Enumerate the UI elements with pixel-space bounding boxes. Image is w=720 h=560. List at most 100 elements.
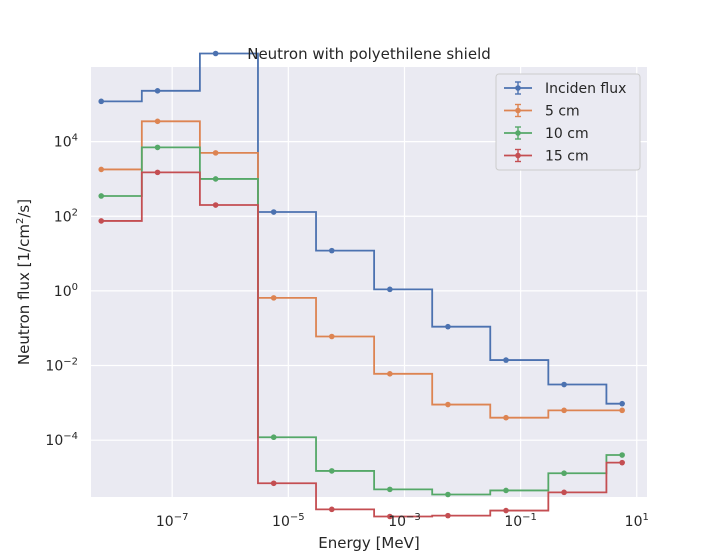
x-tick-exponent: 1 xyxy=(643,512,649,523)
y-tick-base: 10 xyxy=(45,433,63,449)
y-tick-exponent: −4 xyxy=(63,431,78,442)
data-point xyxy=(561,489,567,496)
data-point xyxy=(619,400,625,407)
data-point xyxy=(328,468,335,474)
series-line-3 xyxy=(101,171,623,518)
y-axis-label-tail: /s] xyxy=(15,199,33,218)
data-point xyxy=(561,407,567,414)
data-point xyxy=(154,144,161,151)
y-tick-label-1: 10−2 xyxy=(45,357,78,375)
data-point xyxy=(328,333,335,340)
x-tick-exponent: −7 xyxy=(174,512,189,523)
y-tick-exponent: 4 xyxy=(72,133,78,144)
data-point xyxy=(328,506,335,513)
legend-marker xyxy=(515,152,521,159)
series-1 xyxy=(98,118,625,421)
data-point xyxy=(98,193,105,199)
x-tick-label-0: 10−7 xyxy=(156,512,189,530)
data-point xyxy=(445,491,451,498)
data-point xyxy=(212,176,219,182)
x-tick-base: 10 xyxy=(388,514,406,530)
legend-label: 15 cm xyxy=(545,149,589,165)
y-tick-exponent: 0 xyxy=(72,282,78,293)
legend-label: 5 cm xyxy=(545,104,580,120)
legend-marker xyxy=(515,130,521,136)
data-point xyxy=(503,414,509,421)
y-tick-label-4: 104 xyxy=(54,133,78,151)
legend-marker xyxy=(515,107,521,114)
y-tick-base: 10 xyxy=(54,135,72,151)
legend-item-3: 15 cm xyxy=(504,149,589,165)
x-tick-base: 10 xyxy=(156,514,174,530)
legend-item-1: 5 cm xyxy=(504,104,580,120)
x-axis-label: Energy [MeV] xyxy=(318,534,419,552)
data-point xyxy=(154,169,161,176)
y-axis-label: Neutron flux [1/cm2/s] xyxy=(15,199,33,365)
data-point xyxy=(154,88,161,94)
data-point xyxy=(387,286,393,293)
legend-label: 10 cm xyxy=(545,126,589,142)
legend-marker xyxy=(515,85,521,91)
series-2 xyxy=(98,144,625,498)
data-point xyxy=(619,459,625,466)
y-tick-exponent: 2 xyxy=(72,207,78,218)
data-point xyxy=(270,434,277,441)
data-point xyxy=(154,118,161,125)
series-3 xyxy=(98,169,625,520)
data-point xyxy=(328,247,335,254)
legend-item-2: 10 cm xyxy=(504,126,589,142)
series-line-0 xyxy=(101,52,623,405)
legend: Inciden flux 5 cm 10 cm 15 cm xyxy=(495,73,641,171)
series-0 xyxy=(98,50,625,407)
data-point xyxy=(98,166,105,173)
data-point xyxy=(387,486,393,493)
data-point xyxy=(212,150,219,156)
data-point xyxy=(270,209,277,215)
data-point xyxy=(445,323,451,330)
data-point xyxy=(212,50,219,57)
data-point xyxy=(503,357,509,363)
data-point xyxy=(270,295,277,301)
x-tick-exponent: −5 xyxy=(290,512,305,523)
y-tick-label-0: 10−4 xyxy=(45,431,78,449)
x-tick-base: 10 xyxy=(272,514,290,530)
data-point xyxy=(619,452,625,458)
legend-label: Inciden flux xyxy=(545,81,626,97)
x-tick-exponent: −1 xyxy=(522,512,537,523)
data-point xyxy=(561,381,567,388)
x-tick-label-2: 10−3 xyxy=(388,512,421,530)
data-point xyxy=(503,507,509,514)
y-tick-base: 10 xyxy=(54,209,72,225)
data-point xyxy=(445,401,451,408)
data-point xyxy=(503,487,509,494)
x-tick-base: 10 xyxy=(504,514,522,530)
x-tick-labels: 10−7 10−5 10−3 10−1 101 xyxy=(156,512,649,530)
data-point xyxy=(387,371,393,377)
chart-title: Neutron with polyethilene shield xyxy=(247,45,491,63)
legend-items: Inciden flux 5 cm 10 cm 15 cm xyxy=(504,81,626,165)
legend-box xyxy=(495,73,641,171)
data-point xyxy=(98,218,105,224)
y-tick-base: 10 xyxy=(54,284,72,300)
x-tick-base: 10 xyxy=(625,514,643,530)
series-line-2 xyxy=(101,146,623,496)
x-tick-label-1: 10−5 xyxy=(272,512,305,530)
y-tick-label-3: 102 xyxy=(54,207,78,225)
y-tick-label-2: 100 xyxy=(54,282,78,300)
data-point xyxy=(270,480,277,487)
y-tick-exponent: −2 xyxy=(63,357,78,368)
series-line-1 xyxy=(101,120,623,419)
y-axis-label-main: Neutron flux [1/cm xyxy=(15,224,33,365)
data-point xyxy=(619,407,625,414)
x-tick-label-3: 10−1 xyxy=(504,512,537,530)
x-tick-exponent: −3 xyxy=(406,512,421,523)
y-axis-label-sup: 2 xyxy=(15,218,26,224)
data-point xyxy=(98,98,105,105)
x-tick-label-4: 101 xyxy=(625,512,649,530)
legend-item-0: Inciden flux xyxy=(504,81,626,97)
data-point xyxy=(445,512,451,519)
data-point xyxy=(387,513,393,520)
